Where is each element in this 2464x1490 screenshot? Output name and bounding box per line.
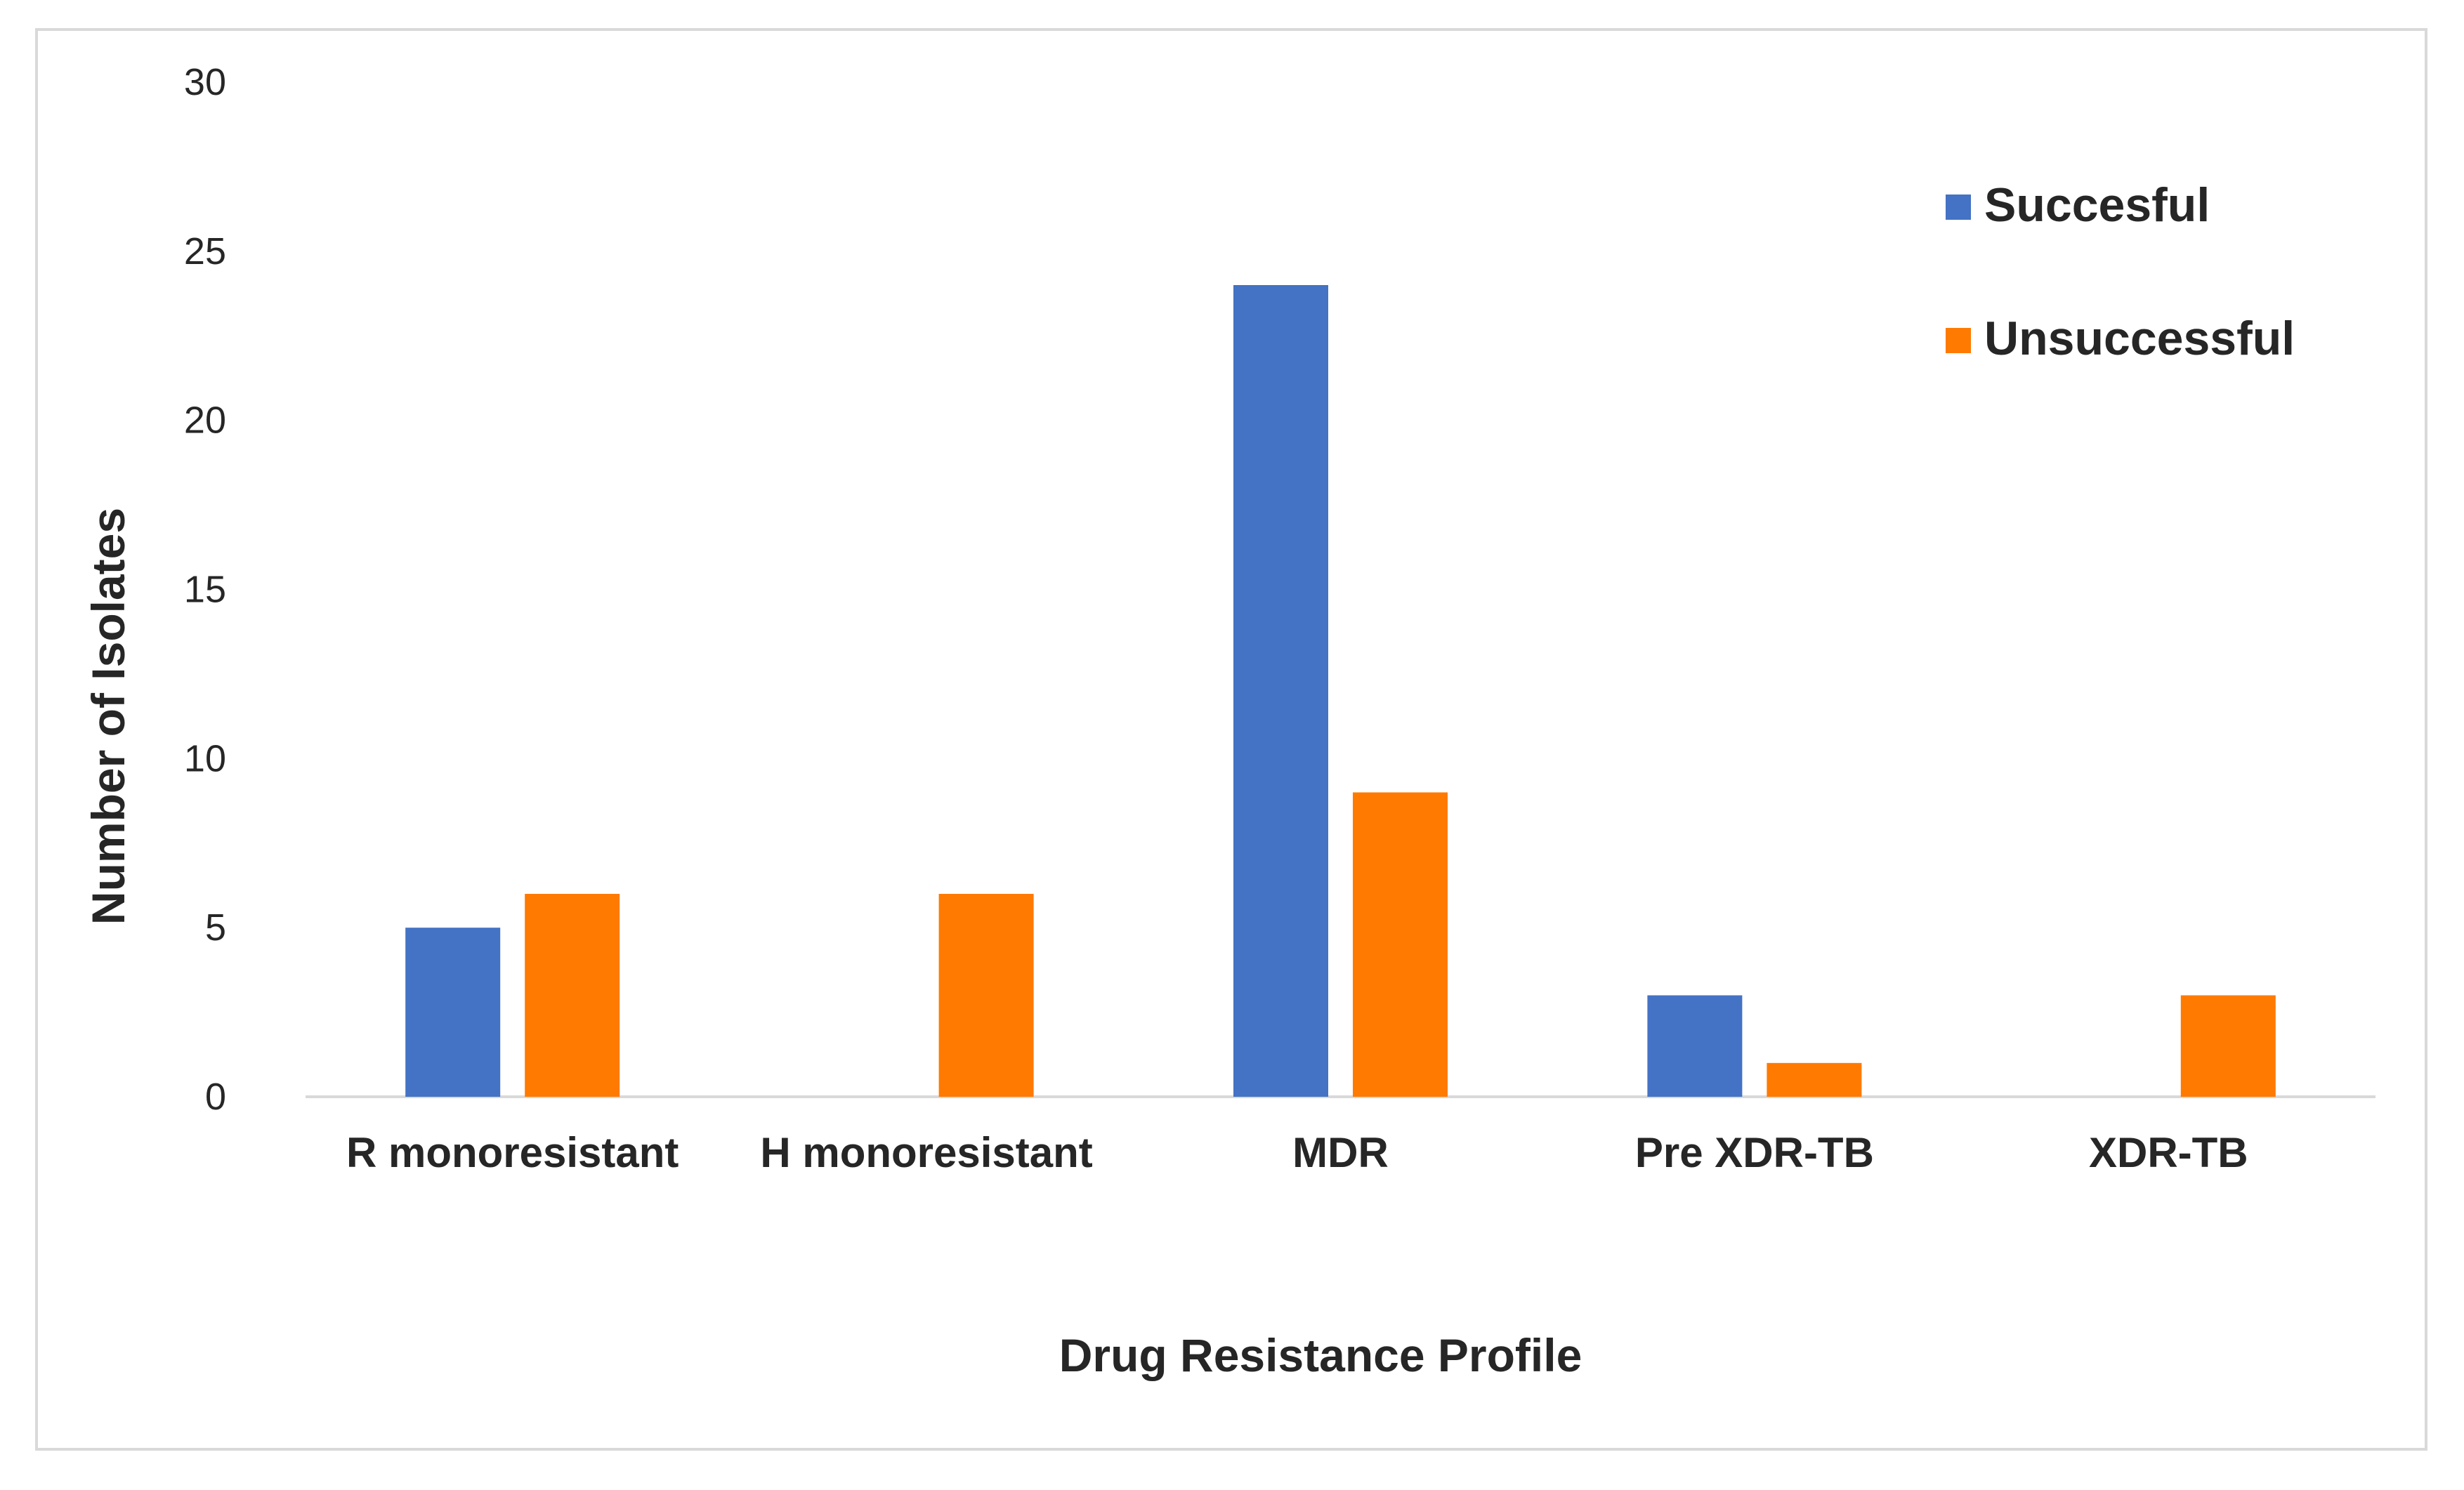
- bar-unsuccessful-3: [1767, 1062, 1862, 1097]
- y-axis-title: Number of Isolates: [82, 508, 134, 925]
- x-category-label: MDR: [1292, 1129, 1389, 1176]
- bar-unsuccessful-2: [1353, 792, 1448, 1097]
- legend-label-succesful: Succesful: [1984, 178, 2210, 232]
- bar-unsuccessful-4: [2180, 995, 2276, 1097]
- x-category-label: R monoresistant: [346, 1129, 679, 1176]
- y-tick-label: 20: [184, 400, 226, 442]
- legend: Succesful Unsuccessful: [1946, 178, 2295, 365]
- bar-succesful-2: [1233, 285, 1328, 1097]
- bar-succesful-3: [1647, 995, 1743, 1097]
- bars: [405, 285, 2276, 1097]
- y-tick-label: 25: [184, 230, 226, 272]
- legend-swatch-succesful: [1946, 195, 1971, 220]
- y-tick-label: 30: [184, 61, 226, 103]
- bar-unsuccessful-1: [938, 894, 1034, 1097]
- y-axis-ticks: 0 5 10 15 20 25 30: [184, 61, 226, 1118]
- y-tick-label: 0: [205, 1076, 226, 1118]
- x-axis-title: Drug Resistance Profile: [1059, 1329, 1582, 1381]
- x-category-label: XDR-TB: [2089, 1129, 2248, 1176]
- chart-frame: [35, 28, 2427, 1451]
- x-category-label: H monoresistant: [760, 1129, 1092, 1176]
- legend-label-unsuccessful: Unsuccessful: [1984, 312, 2295, 365]
- x-category-label: Pre XDR-TB: [1635, 1129, 1874, 1176]
- x-axis-category-labels: R monoresistant H monoresistant MDR Pre XDR…: [346, 1129, 2248, 1176]
- y-tick-label: 15: [184, 569, 226, 611]
- y-tick-label: 5: [205, 906, 226, 949]
- bar-unsuccessful-0: [525, 894, 620, 1097]
- y-tick-label: 10: [184, 737, 226, 779]
- bar-succesful-0: [405, 928, 501, 1097]
- legend-swatch-unsuccessful: [1946, 328, 1971, 353]
